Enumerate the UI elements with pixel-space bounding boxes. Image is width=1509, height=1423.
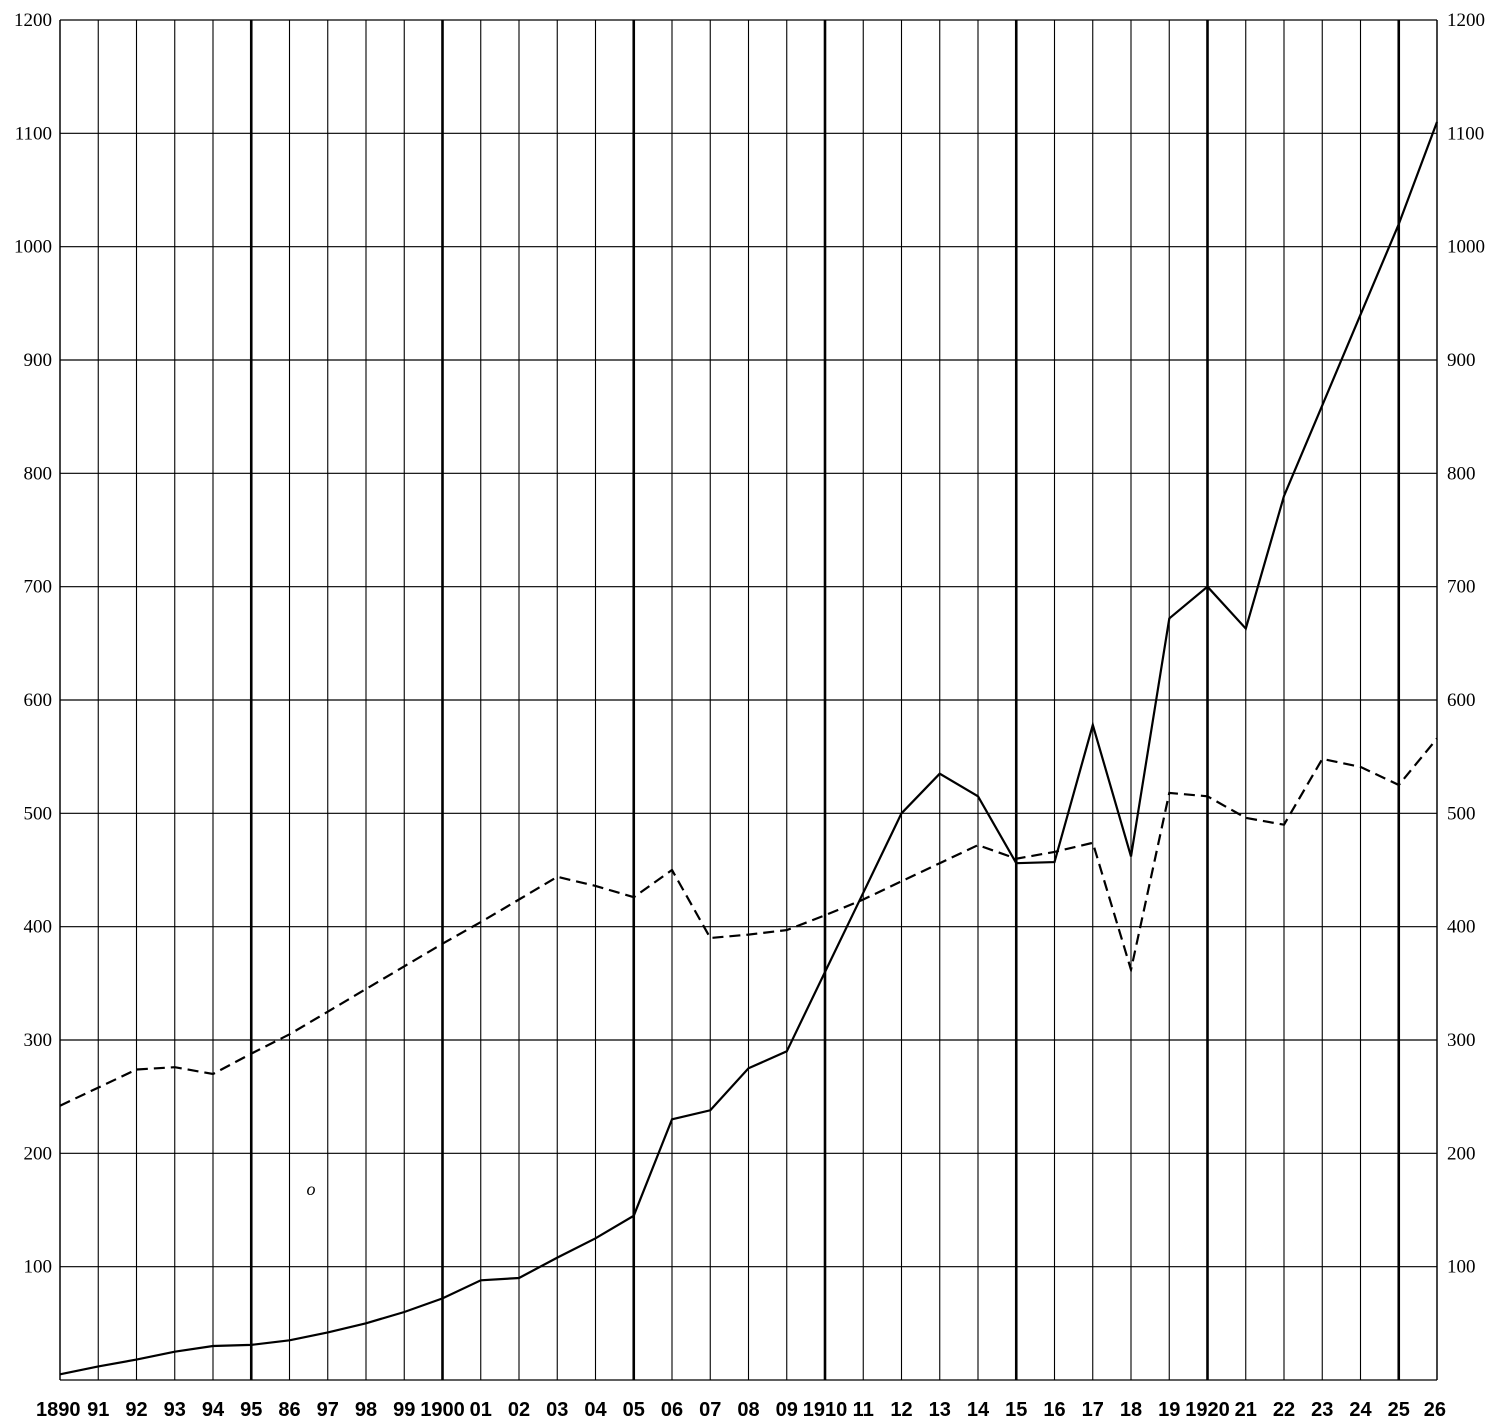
x-tick-label: 1890 bbox=[36, 1399, 81, 1421]
y-tick-label-left: 1200 bbox=[14, 10, 52, 31]
grid bbox=[60, 20, 1437, 1380]
x-tick-label: 23 bbox=[1311, 1399, 1333, 1421]
x-tick-label: 08 bbox=[737, 1399, 759, 1421]
y-tick-label-right: 300 bbox=[1447, 1030, 1476, 1051]
x-tick-label: 16 bbox=[1043, 1399, 1065, 1421]
y-tick-label-right: 1100 bbox=[1447, 123, 1484, 144]
x-tick-label: 12 bbox=[890, 1399, 912, 1421]
x-tick-label: 13 bbox=[929, 1399, 951, 1421]
x-tick-label: 19 bbox=[1158, 1399, 1180, 1421]
y-tick-label-left: 900 bbox=[24, 350, 53, 371]
x-tick-label: 11 bbox=[853, 1399, 874, 1421]
y-tick-label-left: 1000 bbox=[14, 237, 52, 258]
x-tick-label: 14 bbox=[967, 1399, 990, 1421]
tick-labels: 100 100 200 200 300 300 400 400 500 500 600 600 700 7… bbox=[14, 10, 1485, 1421]
y-tick-label-right: 500 bbox=[1447, 803, 1476, 824]
y-tick-label-left: 1100 bbox=[15, 123, 52, 144]
y-tick-label-right: 200 bbox=[1447, 1143, 1476, 1164]
x-tick-label: 25 bbox=[1388, 1399, 1410, 1421]
stray-mark: o bbox=[307, 1179, 316, 1199]
x-tick-label: 15 bbox=[1005, 1399, 1027, 1421]
y-tick-label-right: 700 bbox=[1447, 577, 1476, 598]
x-tick-label: 99 bbox=[393, 1399, 415, 1421]
x-tick-label: 22 bbox=[1273, 1399, 1295, 1421]
x-tick-label: 02 bbox=[508, 1399, 530, 1421]
y-tick-label-left: 600 bbox=[24, 690, 53, 711]
x-tick-label: 92 bbox=[125, 1399, 147, 1421]
x-tick-label: 97 bbox=[317, 1399, 339, 1421]
y-tick-label-right: 600 bbox=[1447, 690, 1476, 711]
y-tick-label-right: 1200 bbox=[1447, 10, 1485, 31]
x-tick-label: 1900 bbox=[420, 1399, 465, 1421]
y-tick-label-right: 400 bbox=[1447, 917, 1476, 938]
x-tick-label: 93 bbox=[164, 1399, 186, 1421]
x-tick-label: 18 bbox=[1120, 1399, 1142, 1421]
x-tick-label: 06 bbox=[661, 1399, 683, 1421]
y-tick-label-left: 400 bbox=[24, 917, 53, 938]
x-tick-label: 1910 bbox=[803, 1399, 848, 1421]
x-tick-label: 09 bbox=[776, 1399, 798, 1421]
x-tick-label: 91 bbox=[87, 1399, 109, 1421]
y-tick-label-left: 100 bbox=[24, 1257, 53, 1278]
y-tick-label-left: 500 bbox=[24, 803, 53, 824]
y-tick-label-left: 800 bbox=[24, 463, 53, 484]
y-tick-label-left: 300 bbox=[24, 1030, 53, 1051]
x-tick-label: 07 bbox=[699, 1399, 721, 1421]
x-tick-label: 24 bbox=[1349, 1399, 1372, 1421]
y-tick-label-left: 700 bbox=[24, 577, 53, 598]
x-tick-label: 1920 bbox=[1185, 1399, 1230, 1421]
x-tick-label: 86 bbox=[278, 1399, 300, 1421]
y-tick-label-right: 1000 bbox=[1447, 237, 1485, 258]
x-tick-label: 17 bbox=[1082, 1399, 1104, 1421]
x-tick-label: 01 bbox=[470, 1399, 492, 1421]
y-tick-label-left: 200 bbox=[24, 1143, 53, 1164]
y-tick-label-right: 100 bbox=[1447, 1257, 1476, 1278]
x-tick-label: 98 bbox=[355, 1399, 377, 1421]
x-tick-label: 04 bbox=[584, 1399, 607, 1421]
x-tick-label: 26 bbox=[1424, 1399, 1446, 1421]
x-tick-label: 95 bbox=[240, 1399, 262, 1421]
x-tick-label: 05 bbox=[623, 1399, 645, 1421]
x-tick-label: 94 bbox=[202, 1399, 225, 1421]
x-tick-label: 21 bbox=[1235, 1399, 1257, 1421]
y-tick-label-right: 900 bbox=[1447, 350, 1476, 371]
y-tick-label-right: 800 bbox=[1447, 463, 1476, 484]
x-tick-label: 03 bbox=[546, 1399, 568, 1421]
